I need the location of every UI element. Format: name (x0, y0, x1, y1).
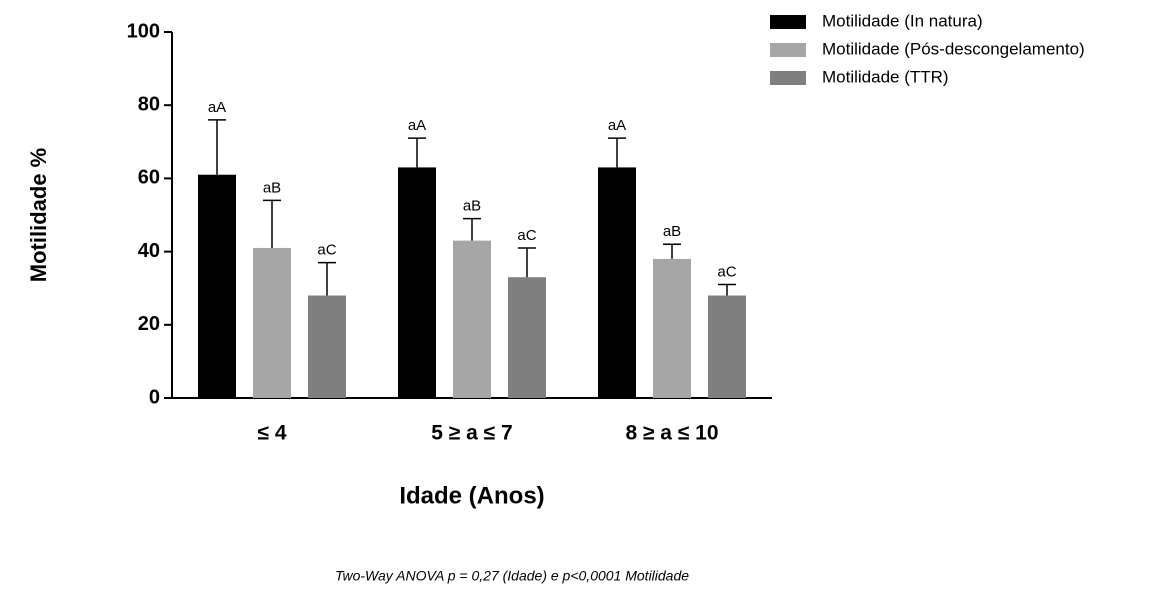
legend-swatch (770, 43, 806, 57)
bar (453, 240, 491, 398)
error-bar (663, 243, 681, 259)
value-annotation: aB (263, 179, 281, 196)
error-bar (608, 137, 626, 168)
y-tick-label: 20 (138, 313, 160, 335)
y-tick-label: 100 (127, 20, 160, 42)
legend-label: Motilidade (Pós-descongelamento) (822, 39, 1085, 58)
error-bar (518, 247, 536, 278)
legend-swatch (770, 15, 806, 29)
error-bar (408, 137, 426, 168)
value-annotation: aA (408, 117, 426, 134)
bar (198, 174, 236, 398)
value-annotation: aC (517, 227, 536, 244)
error-bar (718, 283, 736, 296)
x-tick-label: ≤ 4 (257, 422, 286, 445)
value-annotation: aB (663, 223, 681, 240)
bar (398, 167, 436, 398)
value-annotation: aC (717, 264, 736, 281)
bar (508, 277, 546, 398)
bar (253, 247, 291, 398)
value-annotation: aC (317, 242, 336, 259)
bar (708, 295, 746, 398)
y-tick-label: 80 (138, 93, 160, 115)
legend-label: Motilidade (In natura) (822, 11, 983, 30)
y-tick-label: 0 (149, 386, 160, 408)
x-tick-label: 5 ≥ a ≤ 7 (431, 422, 512, 445)
error-bar (318, 261, 336, 296)
legend-label: Motilidade (TTR) (822, 67, 949, 86)
x-axis-label: Idade (Anos) (399, 482, 544, 509)
y-tick-label: 60 (138, 167, 160, 189)
legend-swatch (770, 71, 806, 85)
y-tick-label: 40 (138, 240, 160, 262)
x-tick-label: 8 ≥ a ≤ 10 (625, 422, 718, 445)
error-bar (208, 119, 226, 175)
value-annotation: aB (463, 198, 481, 215)
y-axis-label: Motilidade % (26, 148, 51, 282)
bar (308, 295, 346, 398)
value-annotation: aA (208, 99, 226, 116)
value-annotation: aA (608, 117, 626, 134)
bar (653, 258, 691, 398)
footnote: Two-Way ANOVA p = 0,27 (Idade) e p<0,000… (335, 568, 689, 584)
bar (598, 167, 636, 398)
error-bar (263, 199, 281, 248)
error-bar (463, 217, 481, 241)
